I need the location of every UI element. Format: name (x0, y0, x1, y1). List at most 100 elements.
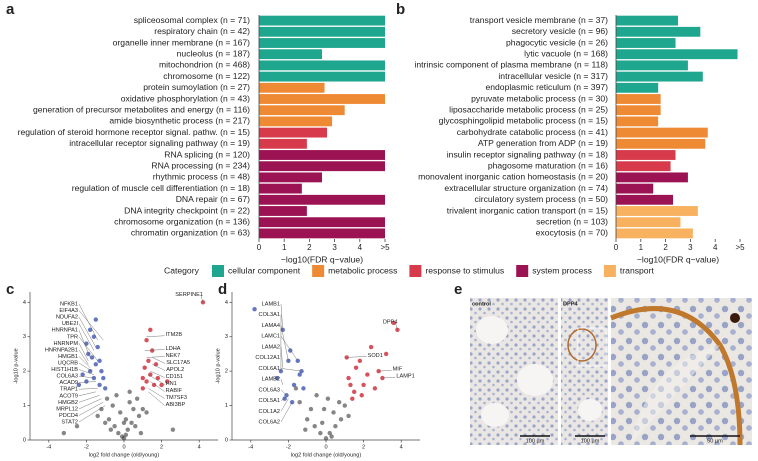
point (165, 379, 170, 384)
point (95, 344, 100, 350)
y-tick-label: 1 (225, 403, 228, 409)
point (140, 375, 145, 381)
point (114, 393, 119, 398)
category-label: circulatory system process (n = 50) (475, 194, 609, 204)
leader-line (78, 381, 96, 383)
gene-label: HNRNPA1 (52, 328, 78, 334)
category-label: spliceosomal complex (n = 71) (134, 15, 250, 25)
gene-label: UBE2I (62, 321, 79, 327)
gene-label: LAMC1 (261, 334, 280, 340)
category-label: organelle inner membrane (n = 167) (113, 37, 250, 47)
point (121, 420, 127, 425)
point (133, 424, 138, 429)
bar (259, 94, 385, 104)
panel-label: e (454, 281, 462, 298)
legend-swatch (312, 265, 325, 277)
legend-label: response to stimulus (425, 265, 504, 275)
point (136, 413, 142, 419)
point (123, 432, 129, 438)
category-label: nucleolus (n = 187) (177, 48, 250, 58)
leader-line (152, 364, 166, 371)
gene-label: LAMB2 (262, 377, 280, 383)
legend-label: system process (532, 265, 592, 275)
category-label: RNA splicing (n = 120) (164, 149, 250, 159)
bar (259, 15, 385, 26)
category-label: chromosome (n = 122) (163, 71, 250, 81)
gene-label: MIF (393, 367, 403, 373)
micrograph-label: DPP4 (563, 301, 579, 307)
point (118, 410, 123, 415)
panel-label: a (6, 1, 15, 18)
gene-label: COL1A2 (259, 409, 280, 415)
bar (616, 217, 681, 228)
leader-line (78, 369, 94, 375)
gene-label: TRAP1 (60, 387, 78, 393)
point (112, 424, 117, 429)
bar (259, 150, 385, 160)
leader-line (78, 349, 89, 365)
leader-line (280, 336, 298, 361)
point (365, 372, 370, 377)
bar (616, 94, 661, 104)
bar (616, 105, 661, 116)
point (293, 386, 299, 391)
bar (259, 127, 328, 138)
gene-label: HNRNPM (53, 341, 78, 347)
point (274, 375, 280, 381)
y-tick-label: 4 (23, 300, 26, 306)
micrograph-zoom (610, 298, 752, 446)
leader-line (146, 356, 165, 358)
y-tick-label: 0 (23, 437, 26, 443)
leader-line (78, 356, 91, 368)
bar (259, 228, 385, 239)
point (101, 375, 106, 381)
category-label: carbohydrate catabolic process (n = 41) (457, 127, 608, 137)
point (353, 365, 359, 370)
bar (616, 26, 701, 37)
point (361, 382, 366, 388)
x-tick-label: -2 (286, 444, 291, 450)
leader-line (150, 381, 165, 392)
leader-line (395, 322, 398, 330)
category-label: liposaccharide metabolic process (n = 25… (449, 104, 608, 114)
bar (259, 172, 322, 183)
bar (259, 138, 307, 149)
bar (616, 138, 706, 149)
gene-label: TPR (67, 334, 78, 340)
point (127, 399, 132, 405)
gene-label: ITM2B (166, 332, 183, 338)
x-tick-label: 3 (688, 243, 693, 252)
point (146, 358, 151, 364)
gene-label: COL6A2 (259, 419, 280, 425)
gene-label: COL6A1 (259, 366, 280, 372)
bar (616, 127, 708, 138)
x-tick-label: 0 (614, 243, 619, 252)
point (252, 307, 257, 312)
panel-label: c (6, 281, 14, 298)
gene-label: PDCD4 (59, 413, 78, 419)
gene-label: HN1 (166, 381, 177, 387)
y-tick-label: 2 (23, 369, 26, 375)
leader-line (382, 376, 396, 379)
bar (616, 116, 659, 127)
bar (616, 38, 676, 48)
leader-line (280, 379, 283, 385)
y-tick-label: 4 (225, 300, 228, 306)
leader-line (78, 398, 102, 410)
point (99, 406, 104, 412)
point (321, 406, 327, 412)
leader-line (78, 310, 104, 341)
bar (616, 161, 671, 172)
point (99, 368, 104, 374)
gene-label: LAMP1 (396, 374, 414, 380)
y-tick-label: 1 (23, 403, 26, 409)
category-label: DNA repair (n = 67) (176, 194, 250, 204)
point (151, 382, 157, 388)
point (346, 375, 351, 381)
point (305, 417, 310, 422)
x-tick-label: >5 (380, 243, 390, 252)
point (312, 424, 317, 429)
point (103, 420, 108, 425)
category-label: secretory vesicle (n = 96) (512, 26, 608, 36)
